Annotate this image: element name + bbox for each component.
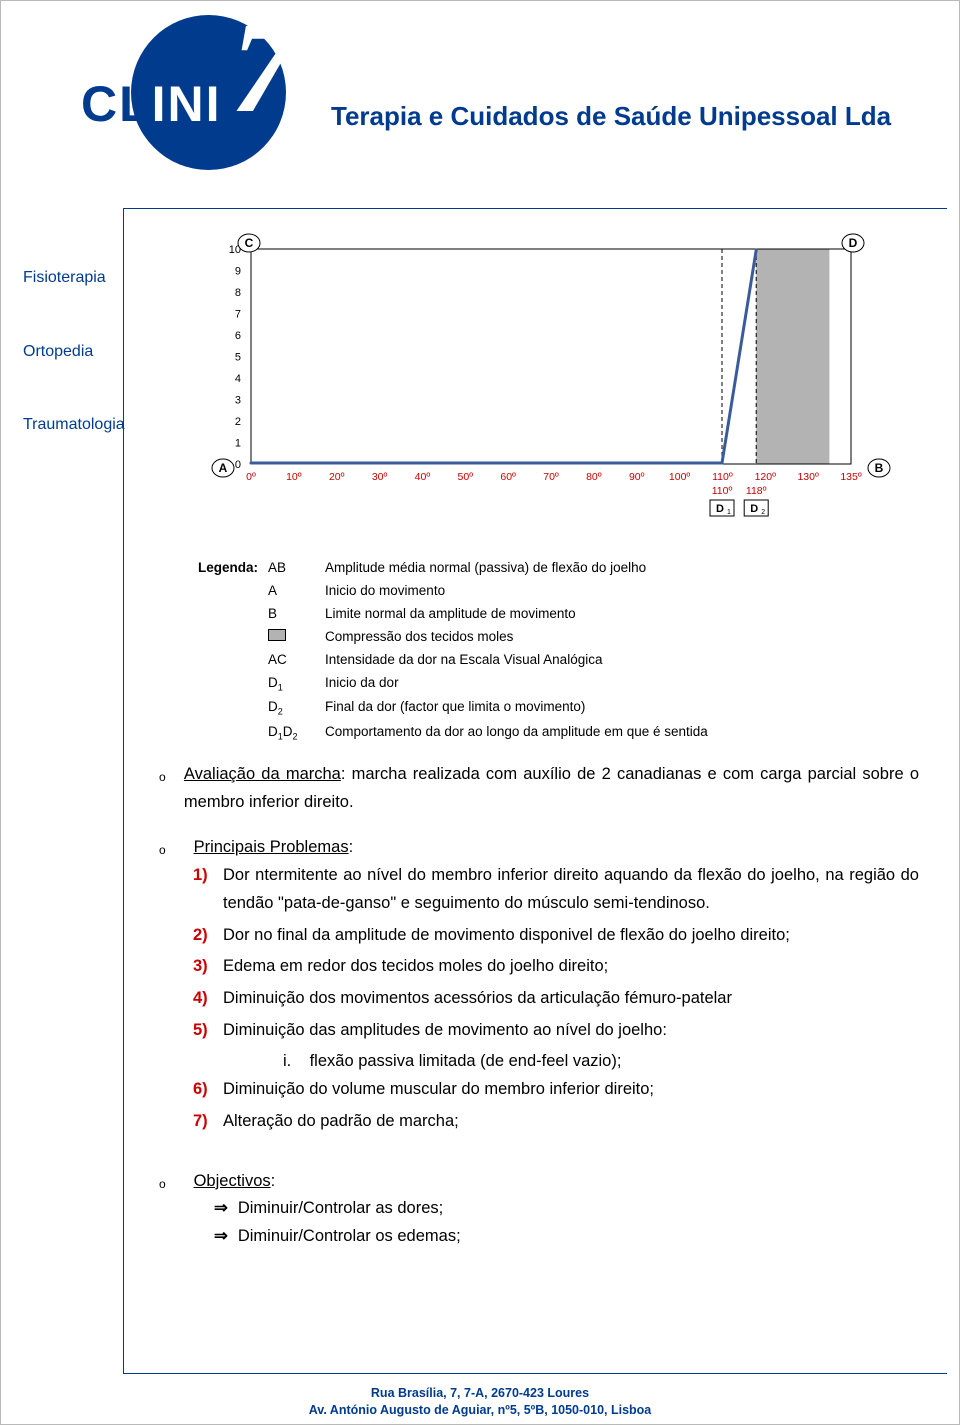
- frame-top: [123, 208, 947, 209]
- logo-seven: 7: [231, 0, 296, 143]
- svg-text:80º: 80º: [586, 471, 602, 483]
- svg-text:8: 8: [235, 287, 241, 299]
- svg-text:9: 9: [235, 266, 241, 278]
- svg-text:30º: 30º: [372, 471, 388, 483]
- footer: Rua Brasília, 7, 7-A, 2670-423 Loures Av…: [1, 1385, 959, 1419]
- sidebar-ortopedia: Ortopedia: [23, 343, 93, 361]
- avaliacao-title: Avaliação da marcha: [184, 765, 341, 783]
- logo: CLINI 7: [81, 23, 222, 81]
- sidebar-traumatologia: Traumatologia: [23, 416, 125, 434]
- svg-text:1: 1: [235, 438, 241, 450]
- logo-text: CLINI: [81, 75, 222, 133]
- content: o Avaliação da marcha: marcha realizada …: [159, 761, 919, 1269]
- sidebar-fisioterapia: Fisioterapia: [23, 269, 106, 287]
- svg-text:70º: 70º: [543, 471, 559, 483]
- svg-text:7: 7: [235, 309, 241, 321]
- svg-text:2: 2: [761, 509, 765, 516]
- svg-text:60º: 60º: [500, 471, 516, 483]
- svg-text:10º: 10º: [286, 471, 302, 483]
- objectivos: o Objectivos: Diminuir/Controlar as dore…: [159, 1168, 919, 1251]
- svg-text:135º: 135º: [840, 471, 862, 483]
- svg-text:6: 6: [235, 330, 241, 342]
- pain-chart: 0123456789100º10º20º30º40º50º60º70º80º90…: [181, 231, 901, 536]
- svg-text:2: 2: [235, 416, 241, 428]
- svg-text:1: 1: [727, 509, 731, 516]
- svg-text:A: A: [219, 461, 228, 475]
- objectivos-list: Diminuir/Controlar as dores;Diminuir/Con…: [159, 1195, 919, 1250]
- page: CLINI 7 Terapia e Cuidados de Saúde Unip…: [0, 0, 960, 1425]
- svg-text:90º: 90º: [629, 471, 645, 483]
- svg-text:118º: 118º: [746, 485, 767, 497]
- svg-text:B: B: [875, 461, 884, 475]
- problemas: o Principais Problemas: 1)Dor ntermitent…: [159, 834, 919, 1135]
- svg-text:3: 3: [235, 395, 241, 407]
- company-title: Terapia e Cuidados de Saúde Unipessoal L…: [331, 101, 891, 132]
- svg-text:20º: 20º: [329, 471, 345, 483]
- svg-text:100º: 100º: [669, 471, 691, 483]
- svg-text:110º: 110º: [712, 471, 733, 483]
- svg-text:C: C: [245, 236, 254, 250]
- objectivos-title: Objectivos: [194, 1172, 271, 1190]
- svg-text:50º: 50º: [458, 471, 474, 483]
- logo-ini: INI: [152, 76, 222, 132]
- frame-bottom: [123, 1373, 947, 1374]
- frame-left: [123, 208, 124, 1374]
- problemas-list: 1)Dor ntermitente ao nível do membro inf…: [159, 862, 919, 1135]
- svg-text:D: D: [716, 503, 724, 515]
- svg-text:0º: 0º: [246, 471, 256, 483]
- legend: Legenda:ABAmplitude média normal (passiv…: [196, 556, 718, 746]
- footer-line1: Rua Brasília, 7, 7-A, 2670-423 Loures: [1, 1385, 959, 1402]
- footer-line2: Av. António Augusto de Aguiar, nº5, 5ºB,…: [1, 1402, 959, 1419]
- problemas-title: Principais Problemas: [194, 838, 349, 856]
- svg-text:40º: 40º: [415, 471, 431, 483]
- svg-text:4: 4: [235, 373, 241, 385]
- svg-text:120º: 120º: [755, 471, 777, 483]
- svg-text:110º: 110º: [712, 485, 733, 497]
- svg-text:D: D: [750, 503, 758, 515]
- svg-text:0: 0: [235, 459, 241, 471]
- logo-cl: CL: [81, 76, 152, 132]
- svg-text:130º: 130º: [797, 471, 819, 483]
- avaliacao-marcha: o Avaliação da marcha: marcha realizada …: [159, 761, 919, 816]
- svg-text:5: 5: [235, 352, 241, 364]
- svg-text:D: D: [849, 236, 858, 250]
